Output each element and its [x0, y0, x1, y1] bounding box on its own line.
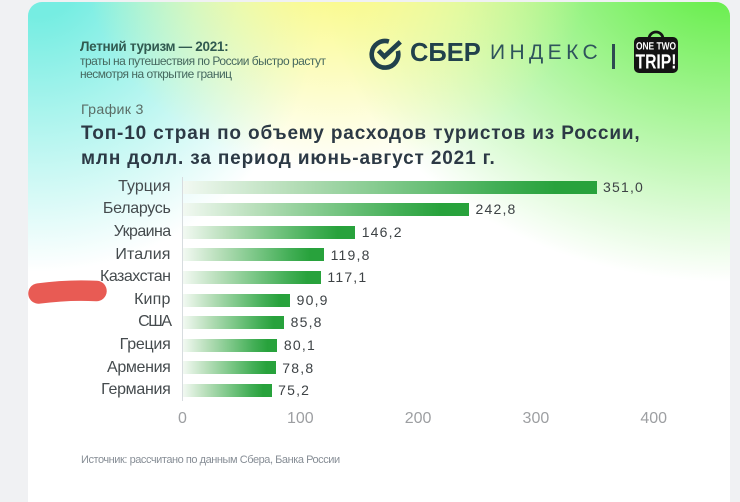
svg-text:ONE TWO: ONE TWO [636, 40, 676, 52]
svg-text:TRIP!: TRIP! [635, 50, 676, 73]
